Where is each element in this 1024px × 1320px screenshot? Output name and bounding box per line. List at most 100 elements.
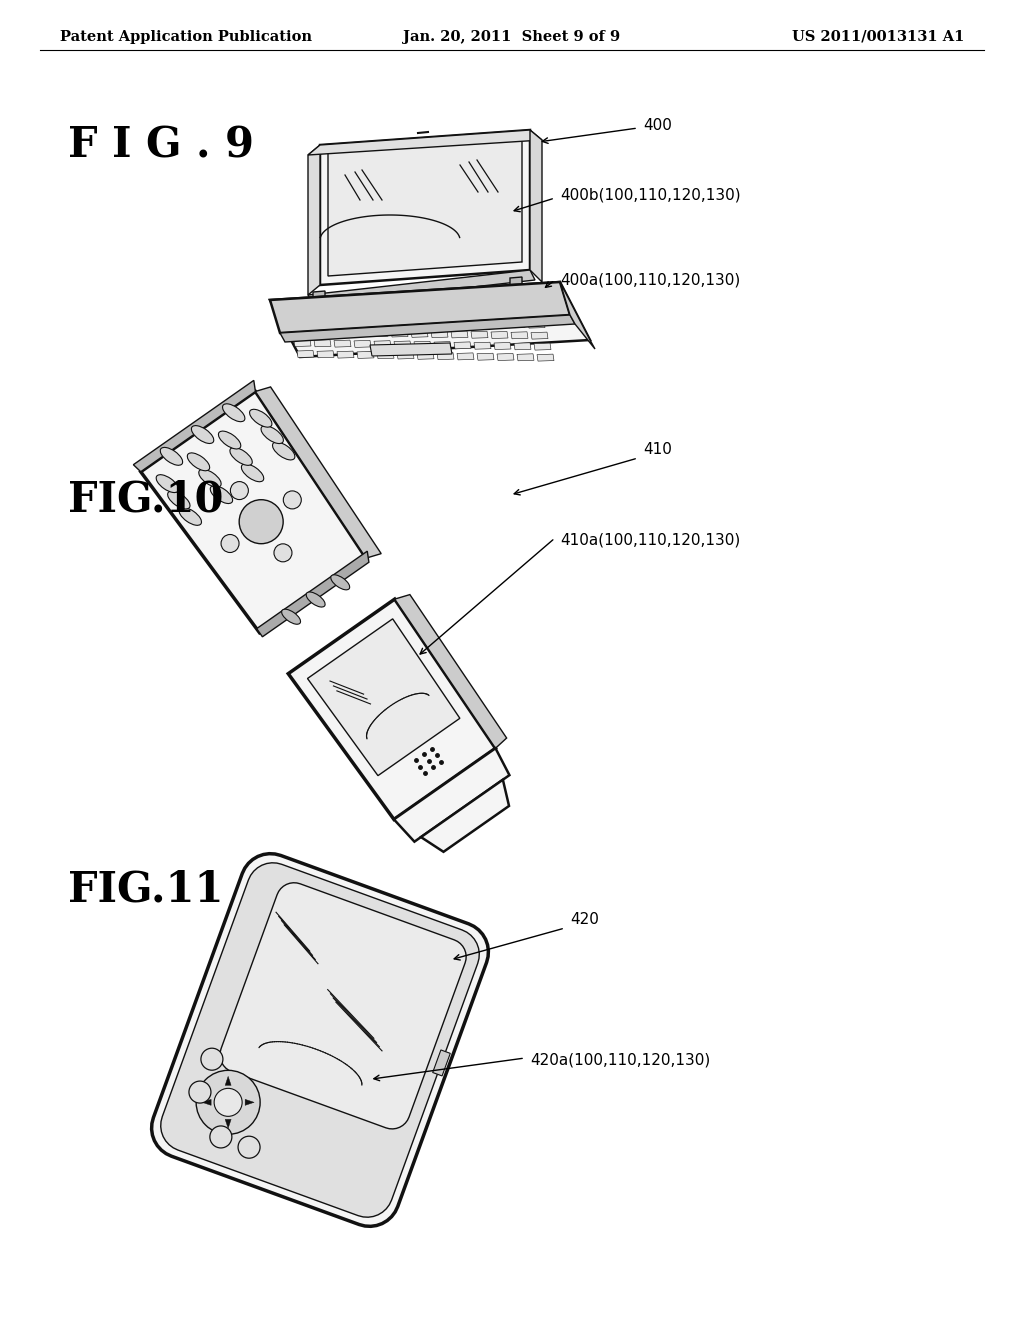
Polygon shape [425,309,442,315]
Polygon shape [220,883,466,1129]
Circle shape [274,544,292,562]
Polygon shape [345,308,362,314]
Polygon shape [511,331,528,339]
Polygon shape [368,318,385,326]
Polygon shape [497,354,514,360]
Polygon shape [357,351,374,359]
Text: F I G . 9: F I G . 9 [68,124,254,166]
Polygon shape [374,341,391,347]
Polygon shape [474,342,490,350]
Polygon shape [328,318,345,325]
Circle shape [230,482,249,499]
Ellipse shape [222,404,245,421]
Polygon shape [485,309,502,317]
Ellipse shape [179,507,202,525]
Polygon shape [510,277,522,289]
Polygon shape [305,306,322,314]
Ellipse shape [210,486,232,503]
Text: Jan. 20, 2011  Sheet 9 of 9: Jan. 20, 2011 Sheet 9 of 9 [403,30,621,44]
Ellipse shape [191,425,214,444]
Polygon shape [370,343,452,356]
Ellipse shape [261,425,284,444]
Polygon shape [508,321,525,327]
Polygon shape [433,1049,451,1076]
Polygon shape [465,309,482,317]
Polygon shape [488,321,505,327]
Polygon shape [514,343,531,350]
Ellipse shape [161,447,182,465]
Polygon shape [294,339,311,346]
Polygon shape [291,329,308,335]
Ellipse shape [230,447,252,466]
Polygon shape [348,318,365,326]
Polygon shape [313,290,325,304]
Ellipse shape [199,470,221,487]
Circle shape [214,1089,242,1117]
Polygon shape [270,282,570,333]
Polygon shape [308,145,319,294]
Polygon shape [334,341,351,347]
Polygon shape [394,748,509,842]
Text: 400a(100,110,120,130): 400a(100,110,120,130) [560,272,740,288]
Polygon shape [255,387,381,558]
Text: 420: 420 [570,912,599,928]
Polygon shape [140,392,366,632]
Ellipse shape [168,491,190,510]
Ellipse shape [272,442,295,459]
Polygon shape [397,352,414,359]
Polygon shape [468,321,485,327]
Circle shape [210,1126,231,1148]
Polygon shape [161,863,479,1217]
Polygon shape [560,282,595,348]
Polygon shape [421,780,509,851]
Polygon shape [528,321,545,329]
Text: 410: 410 [643,442,672,458]
Circle shape [197,1071,260,1134]
Polygon shape [351,330,368,337]
Polygon shape [354,341,371,347]
Polygon shape [288,599,496,820]
Polygon shape [417,352,434,359]
Polygon shape [307,619,460,776]
Polygon shape [317,351,334,358]
Polygon shape [280,315,575,342]
Polygon shape [288,318,305,325]
Ellipse shape [282,610,300,624]
Polygon shape [325,308,342,314]
Polygon shape [133,380,255,471]
Polygon shape [434,342,451,348]
Text: Patent Application Publication: Patent Application Publication [60,30,312,44]
Polygon shape [202,1100,211,1105]
Circle shape [221,535,239,553]
Polygon shape [257,552,369,636]
Text: US 2011/0013131 A1: US 2011/0013131 A1 [792,30,964,44]
Circle shape [201,1048,223,1071]
Polygon shape [525,310,542,317]
Polygon shape [437,352,454,359]
Text: FIG.10: FIG.10 [68,479,223,521]
Polygon shape [428,319,445,326]
Polygon shape [406,309,422,315]
Polygon shape [270,282,590,356]
Polygon shape [414,342,431,348]
Polygon shape [308,129,542,154]
Polygon shape [445,309,462,315]
Polygon shape [385,308,402,315]
Polygon shape [537,354,554,362]
Text: 410a(100,110,120,130): 410a(100,110,120,130) [560,532,740,548]
Text: FIG.11: FIG.11 [68,869,223,911]
Polygon shape [531,333,548,339]
Polygon shape [285,306,302,314]
Text: 400b(100,110,120,130): 400b(100,110,120,130) [560,187,740,202]
Polygon shape [152,854,488,1226]
Polygon shape [328,139,522,276]
Polygon shape [530,129,542,282]
Ellipse shape [306,591,325,607]
Ellipse shape [157,475,178,492]
Polygon shape [454,342,471,348]
Ellipse shape [242,463,264,482]
Polygon shape [308,271,535,305]
Polygon shape [449,319,465,327]
Ellipse shape [331,574,349,590]
Polygon shape [517,354,534,360]
